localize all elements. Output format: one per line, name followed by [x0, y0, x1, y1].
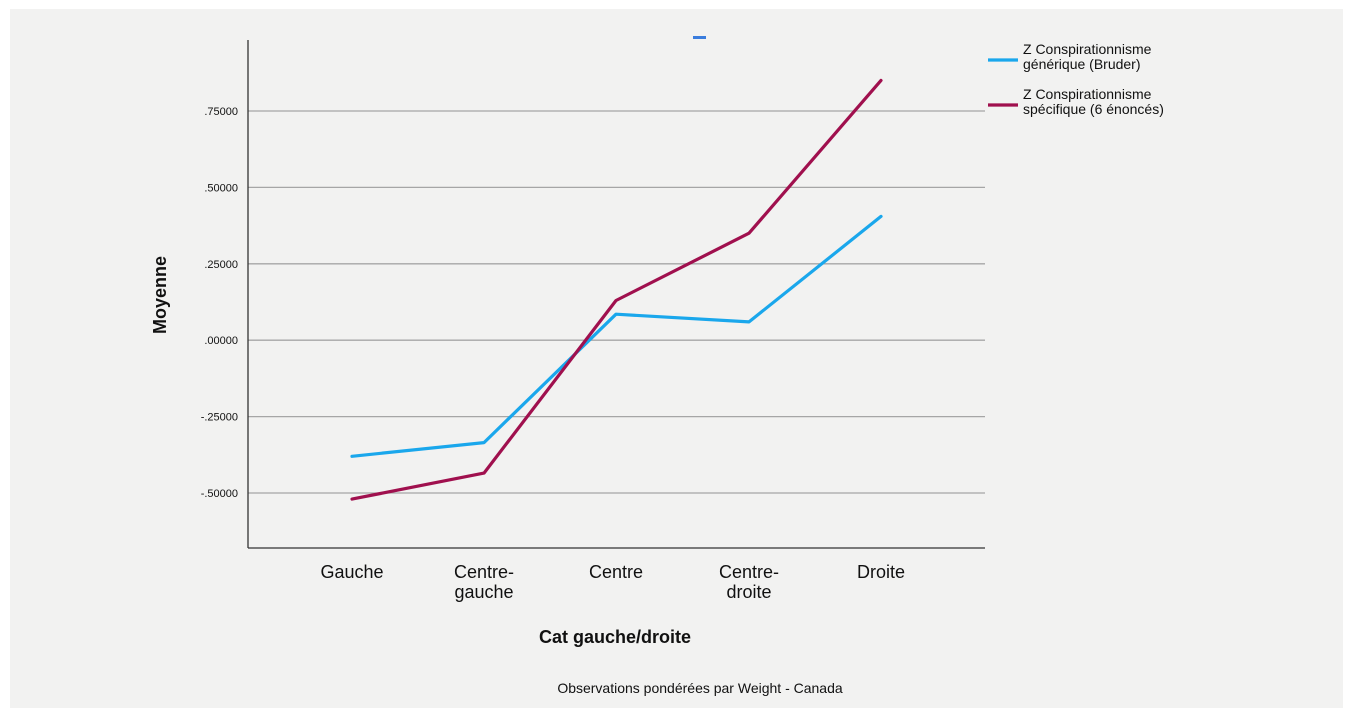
gridlines: [248, 110, 985, 494]
x-tick-label: Centre-gauche: [454, 562, 514, 602]
chart-footnote: Observations pondérées par Weight - Cana…: [557, 680, 843, 696]
y-tick-label: .00000: [204, 335, 238, 347]
legend: Z Conspirationnisme générique (Bruder) Z C…: [988, 41, 1164, 117]
y-tick-label: .75000: [204, 106, 238, 118]
y-tick-labels: -.50000 -.25000 .00000 .25000 .50000 .75000: [201, 106, 238, 500]
y-tick-label: -.25000: [201, 412, 238, 424]
x-tick-label: Centre-droite: [719, 562, 779, 602]
series-line-2: [350, 78, 883, 501]
series-line-1: [350, 214, 883, 458]
legend-label: Z Conspirationnisme générique (Bruder): [1023, 41, 1152, 72]
y-tick-label: .25000: [204, 259, 238, 271]
axes: [247, 40, 985, 549]
x-axis-title: Cat gauche/droite: [539, 627, 691, 647]
y-tick-label: -.50000: [201, 488, 238, 500]
x-tick-label: Gauche: [320, 562, 383, 582]
chart-panel: [10, 9, 1343, 708]
marker-icon: [693, 36, 706, 39]
x-tick-label: Centre: [589, 562, 643, 582]
legend-label: Z Conspirationnisme spécifique (6 énoncés…: [1023, 86, 1164, 117]
series-lines: [350, 78, 883, 501]
x-tick-label: Droite: [857, 562, 905, 582]
y-axis-title: Moyenne: [150, 256, 170, 334]
x-tick-labels: Gauche Centre-gauche Centre Centre-droite Dr…: [320, 562, 905, 602]
y-tick-label: .50000: [204, 182, 238, 194]
